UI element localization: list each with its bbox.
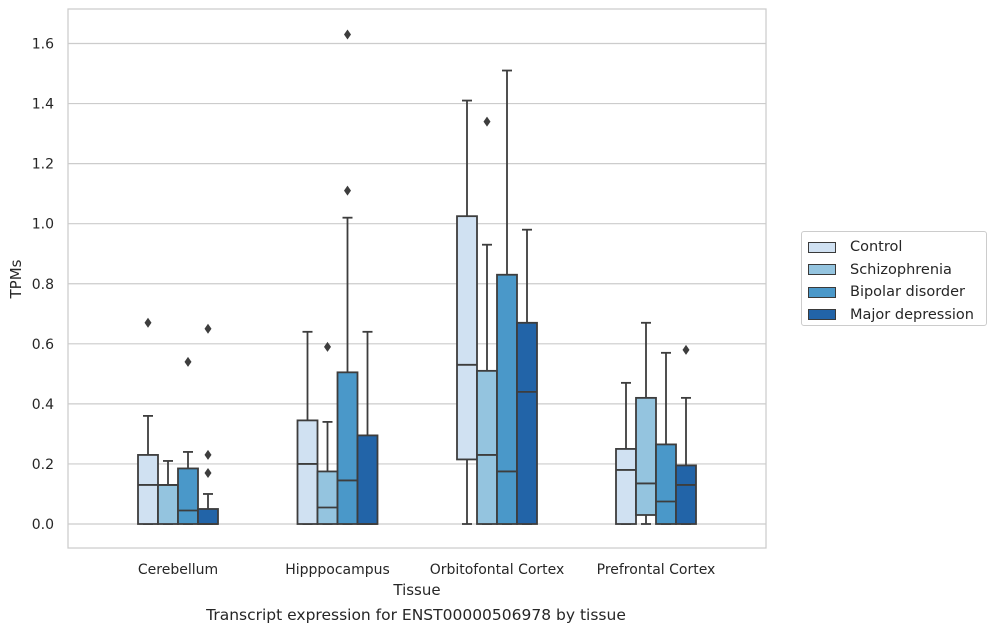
box-cerebellum: [137, 317, 159, 525]
box-body: [137, 454, 159, 525]
legend-swatch: [808, 286, 836, 298]
outlier-point: [324, 341, 331, 352]
legend-label: Schizophrenia: [850, 261, 952, 278]
box-body: [615, 448, 637, 525]
y-tick-label: 1.2: [32, 157, 54, 173]
box-orbitofontal-cortex: [496, 69, 518, 525]
x-axis-label: Tissue: [392, 581, 440, 599]
series-major-depression: [197, 228, 697, 525]
y-tick-label: 1.4: [32, 97, 54, 113]
box-body: [356, 434, 379, 525]
legend-item-major-depression: Major depression: [808, 304, 986, 327]
y-axis-label: TPMs: [7, 259, 25, 299]
outlier-point: [483, 116, 491, 127]
legend-label: Major depression: [850, 306, 974, 323]
box-prefrontal-cortex: [675, 344, 697, 525]
outlier-point: [204, 467, 212, 478]
legend: Control Schizophrenia Bipolar disorder Majo…: [801, 231, 987, 326]
plot-frame: [67, 8, 767, 549]
legend-label: Bipolar disorder: [850, 284, 965, 301]
y-tick-label: 1.0: [32, 217, 54, 233]
box-body: [336, 371, 359, 525]
outlier-point: [144, 317, 152, 328]
box-body: [675, 464, 697, 525]
box-body: [197, 508, 219, 525]
box-orbitofontal-cortex: [476, 116, 498, 525]
box-body: [456, 215, 478, 461]
box-orbitofontal-cortex: [516, 228, 538, 525]
outlier-point: [344, 29, 351, 40]
y-tick-label: 0.6: [32, 337, 54, 353]
x-tick-label: Hipppocampus: [285, 562, 390, 578]
figure-caption: Transcript expression for ENST0000050697…: [206, 606, 626, 624]
box-prefrontal-cortex: [655, 351, 677, 525]
legend-swatch: [808, 309, 836, 321]
box-body: [655, 443, 677, 525]
legend-swatch: [808, 241, 836, 253]
box-hipppocampus: [316, 341, 339, 525]
series-schizophrenia: [157, 116, 657, 525]
box-hipppocampus: [336, 29, 359, 525]
box-body: [296, 419, 319, 525]
box-body: [635, 396, 657, 516]
y-tick-label: 0.4: [32, 397, 54, 413]
box-body: [316, 470, 339, 525]
legend-swatch: [808, 264, 836, 276]
box-cerebellum: [197, 323, 219, 525]
y-tick-label: 0.2: [32, 457, 54, 473]
x-tick-label: Cerebellum: [138, 562, 218, 578]
box-body: [496, 273, 518, 525]
x-tick-label: Prefrontal Cortex: [597, 562, 716, 578]
legend-item-bipolar-disorder: Bipolar disorder: [808, 281, 986, 304]
y-tick-label: 0.8: [32, 277, 54, 293]
box-cerebellum: [157, 460, 179, 525]
outlier-point: [344, 185, 351, 196]
y-tick-label: 1.6: [32, 37, 54, 53]
outlier-point: [682, 344, 690, 355]
box-hipppocampus: [356, 330, 379, 525]
box-prefrontal-cortex: [635, 321, 657, 525]
gridlines: [68, 42, 766, 525]
box-body: [157, 484, 179, 525]
y-tick-label: 0.0: [32, 517, 54, 533]
outlier-point: [204, 449, 212, 460]
box-orbitofontal-cortex: [456, 99, 478, 525]
y-tick-labels: 0.0 0.2 0.4 0.6 0.8 1.0 1.2 1.4 1.6: [32, 37, 54, 534]
outlier-point: [204, 323, 212, 334]
box-groups: [137, 29, 697, 525]
box-body: [177, 467, 199, 525]
x-tick-label: Orbitofontal Cortex: [430, 562, 565, 578]
x-tick-labels: Cerebellum Hipppocampus Orbitofontal Corte…: [138, 562, 715, 578]
legend-label: Control: [850, 239, 903, 256]
box-body: [516, 321, 538, 525]
box-body: [476, 369, 498, 525]
box-cerebellum: [177, 356, 199, 525]
legend-item-schizophrenia: Schizophrenia: [808, 259, 986, 282]
outlier-point: [184, 356, 192, 367]
legend-item-control: Control: [808, 236, 986, 259]
box-hipppocampus: [296, 330, 319, 525]
